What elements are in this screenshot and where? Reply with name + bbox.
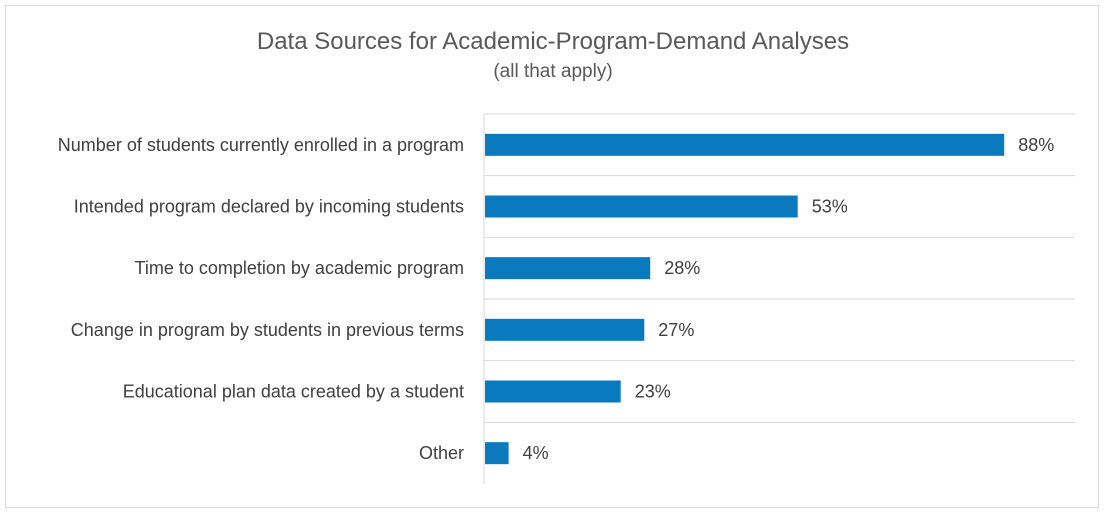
bar: [485, 442, 509, 465]
bar: [485, 133, 1005, 156]
bar: [485, 257, 651, 280]
bar: [485, 318, 645, 341]
chart-subtitle: (all that apply): [493, 61, 613, 82]
data-label: 4%: [523, 443, 549, 463]
data-label: 23%: [635, 382, 671, 402]
category-label: Time to completion by academic program: [135, 258, 464, 278]
value-labels: 88% 53% 28% 27% 23% 4%: [523, 135, 1055, 463]
data-label: 27%: [658, 320, 694, 340]
bar: [485, 380, 621, 403]
chart-title: Data Sources for Academic-Program-Demand…: [256, 28, 850, 55]
bar: [485, 195, 798, 218]
data-label: 53%: [812, 197, 848, 217]
category-labels: Number of students currently enrolled in…: [58, 135, 464, 463]
category-label: Change in program by students in previou…: [71, 320, 464, 340]
category-label: Number of students currently enrolled in…: [58, 135, 464, 155]
category-label: Educational plan data created by a stude…: [123, 382, 464, 402]
grid-lines: [484, 113, 1075, 423]
category-label: Intended program declared by incoming st…: [74, 197, 464, 217]
bars: [485, 133, 1005, 465]
data-label: 88%: [1018, 135, 1054, 155]
category-label: Other: [419, 443, 464, 463]
data-label: 28%: [664, 258, 700, 278]
chart-frame: [5, 5, 1099, 508]
